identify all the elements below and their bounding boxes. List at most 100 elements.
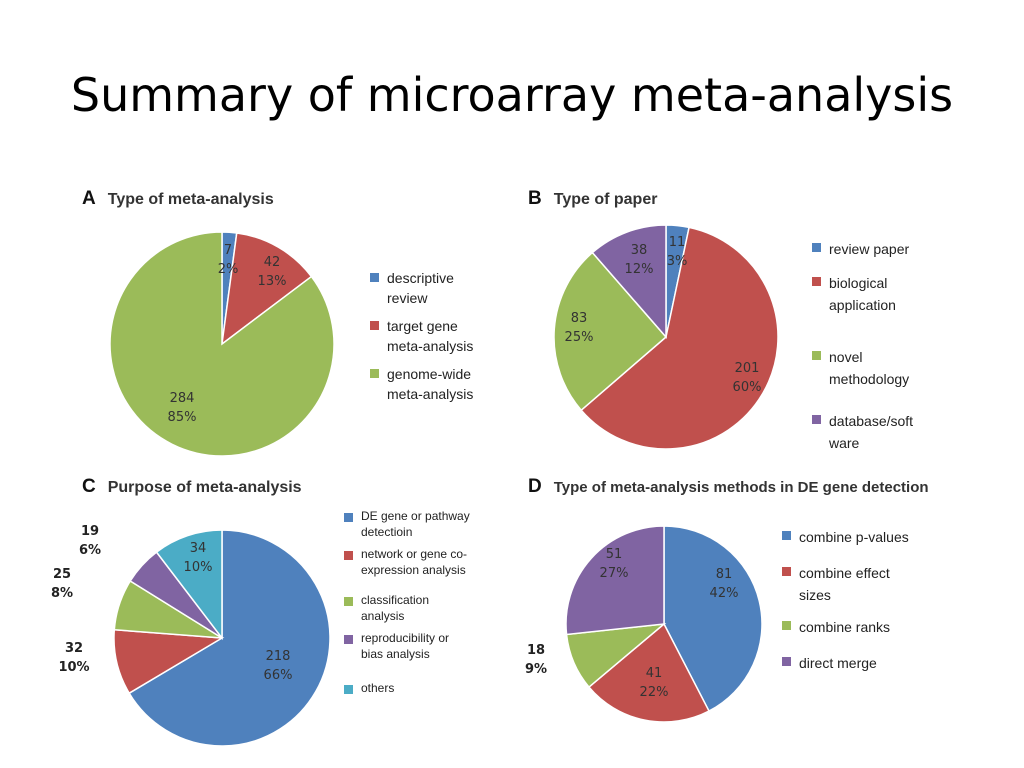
pie-chart-d: 81 42% 41 22% 18 9% 51 27% xyxy=(525,525,763,723)
legend-swatch xyxy=(782,567,791,576)
slice-percent-label: 22% xyxy=(640,685,669,700)
legend-item: DE gene or pathway detectioin xyxy=(344,508,512,540)
slice-percent-label: 27% xyxy=(600,566,629,581)
legend-label: classification xyxy=(361,593,430,607)
legend-swatch xyxy=(344,597,353,606)
legend-label: application xyxy=(829,297,896,313)
slice-value-label: 83 xyxy=(571,311,588,326)
legend-swatch xyxy=(812,351,821,360)
pie-slice-c-1 xyxy=(128,529,331,747)
legend-label: reproducibility or xyxy=(361,631,450,645)
slice-value-label: 201 xyxy=(735,361,760,376)
pie-slice-a-3 xyxy=(109,231,335,457)
legend-item: classification analysis xyxy=(344,592,512,624)
panel-c-letter: C xyxy=(82,476,96,497)
slice-percent-label: 10% xyxy=(58,660,89,675)
legend-a: descriptive review target gene meta-analysi… xyxy=(370,268,500,412)
slice-percent-label: 3% xyxy=(667,254,688,269)
legend-label: direct merge xyxy=(799,655,877,671)
panel-d-title: Type of meta-analysis methods in DE gene… xyxy=(553,479,929,496)
slice-value-label: 41 xyxy=(646,666,663,681)
legend-label: network or gene co- xyxy=(361,547,468,561)
pie-slice-c-5 xyxy=(155,529,223,641)
pie-chart-a: 7 2% 42 13% 284 85% xyxy=(109,231,335,457)
legend-item: reproducibility or bias analysis xyxy=(344,630,512,662)
legend-swatch xyxy=(782,531,791,540)
legend-label: combine p-values xyxy=(799,529,909,545)
slice-percent-label: 60% xyxy=(733,380,762,395)
legend-label: combine ranks xyxy=(799,619,891,635)
slice-percent-label: 2% xyxy=(218,262,239,277)
legend-label: bias analysis xyxy=(361,647,430,661)
slice-value-label: 38 xyxy=(631,243,648,258)
legend-swatch xyxy=(370,321,379,330)
pie-slice-a-2 xyxy=(221,232,313,346)
legend-item: combine effect sizes xyxy=(782,562,962,606)
legend-item: genome-wide meta-analysis xyxy=(370,364,500,404)
pie-slice-b-3 xyxy=(553,251,668,412)
legend-item: target gene meta-analysis xyxy=(370,316,500,356)
legend-label: descriptive xyxy=(387,270,454,286)
legend-label: sizes xyxy=(799,587,831,603)
slice-value-label: 11 xyxy=(669,235,686,250)
legend-label: DE gene or pathway xyxy=(361,509,470,523)
slice-value-label: 284 xyxy=(170,391,195,406)
slice-value-label: 42 xyxy=(264,255,281,270)
panel-b-title: Type of paper xyxy=(553,191,658,208)
slice-value-label: 51 xyxy=(606,547,623,562)
pie-slice-d-2 xyxy=(587,622,711,723)
legend-swatch xyxy=(344,513,353,522)
legend-label: combine effect xyxy=(799,565,890,581)
slice-value-label: 7 xyxy=(224,243,232,258)
pie-chart-b: 11 3% 201 60% 83 25% 38 12% xyxy=(553,224,779,450)
legend-item: network or gene co-expression analysis xyxy=(344,546,512,578)
panel-b-letter: B xyxy=(528,188,542,209)
legend-label: database/soft xyxy=(829,413,914,429)
legend-c: DE gene or pathway detectioin network or g… xyxy=(344,508,512,702)
legend-label: detectioin xyxy=(361,525,413,539)
slice-percent-label: 10% xyxy=(184,560,213,575)
slice-percent-label: 8% xyxy=(51,586,73,601)
legend-label: novel xyxy=(829,349,863,365)
slice-value-label: 25 xyxy=(53,567,71,582)
legend-item: combine ranks xyxy=(782,616,962,638)
legend-label: ware xyxy=(829,435,860,451)
legend-label: meta-analysis xyxy=(387,386,474,402)
pie-slice-d-1 xyxy=(663,525,763,713)
panel-c-title: Purpose of meta-analysis xyxy=(107,479,302,496)
slice-percent-label: 25% xyxy=(565,330,594,345)
legend-item: review paper xyxy=(812,238,962,260)
panel-a-letter: A xyxy=(82,188,96,209)
legend-item: direct merge xyxy=(782,652,962,674)
legend-label: others xyxy=(361,681,395,695)
slide-title: Summary of microarray meta-analysis xyxy=(70,68,954,122)
legend-swatch xyxy=(782,657,791,666)
legend-item: biological application xyxy=(812,272,962,316)
panel-b: B Type of paper 11 3% 201 60% 83 25% 38 12% revi… xyxy=(528,188,968,458)
legend-swatch xyxy=(812,243,821,252)
legend-swatch xyxy=(812,415,821,424)
slice-percent-label: 6% xyxy=(79,543,101,558)
legend-swatch xyxy=(370,369,379,378)
slice-value-label: 32 xyxy=(65,641,83,656)
legend-item: descriptive review xyxy=(370,268,500,308)
panel-a: A Type of meta-analysis 7 2% 42 13% 284 85% de… xyxy=(82,188,502,458)
legend-label: methodology xyxy=(829,371,910,387)
panel-d-letter: D xyxy=(528,476,542,497)
slice-value-label: 19 xyxy=(81,524,99,539)
legend-item: database/soft ware xyxy=(812,410,962,454)
legend-swatch xyxy=(344,685,353,694)
slice-percent-label: 13% xyxy=(258,274,287,289)
legend-swatch xyxy=(344,551,353,560)
pie-slice-d-4 xyxy=(565,525,665,636)
pie-slice-b-2 xyxy=(580,226,779,450)
slice-percent-label: 66% xyxy=(264,668,293,683)
legend-label: review xyxy=(387,290,428,306)
legend-item: novel methodology xyxy=(812,346,962,390)
slice-value-label: 18 xyxy=(527,643,545,658)
pie-chart-c: 218 66% 32 10% 25 8% 19 6% 34 10% xyxy=(51,524,331,747)
slice-percent-label: 12% xyxy=(625,262,654,277)
legend-label: meta-analysis xyxy=(387,338,474,354)
legend-label: expression analysis xyxy=(361,563,466,577)
legend-item: combine p-values xyxy=(782,526,962,548)
